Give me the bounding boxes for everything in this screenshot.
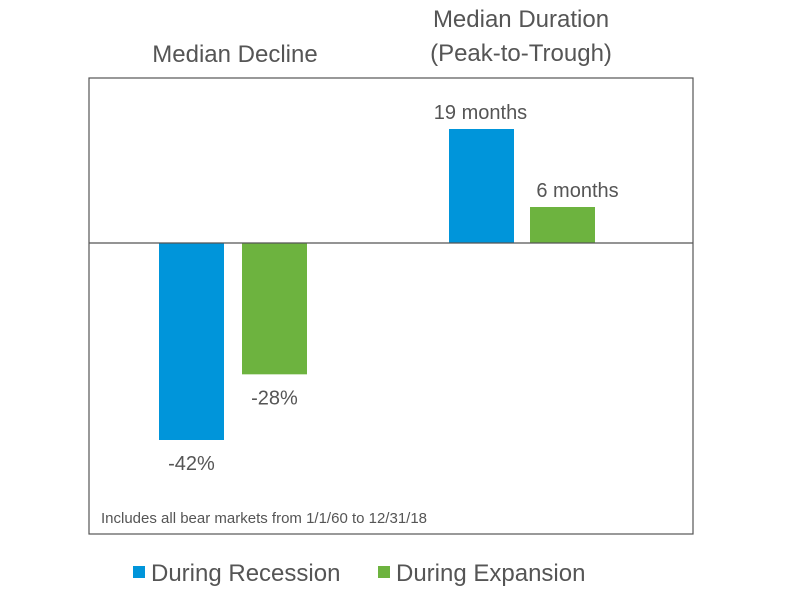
bar-duration-recession xyxy=(449,129,514,243)
data-label-duration-recession: 19 months xyxy=(434,102,527,124)
legend-label-expansion: During Expansion xyxy=(396,560,585,587)
legend-label-recession: During Recession xyxy=(151,560,340,587)
data-label-duration-expansion: 6 months xyxy=(536,180,618,202)
legend-swatch-recession xyxy=(133,566,145,578)
plot-frame xyxy=(88,77,694,535)
data-label-decline-expansion: -28% xyxy=(251,387,298,409)
bar-decline-expansion xyxy=(242,243,307,375)
legend-swatch-expansion xyxy=(378,566,390,578)
group-title-duration-line1: Median Duration xyxy=(433,6,609,33)
bar-duration-expansion xyxy=(530,207,595,243)
group-title-duration-line2: (Peak-to-Trough) xyxy=(430,40,612,67)
chart-footnote: Includes all bear markets from 1/1/60 to… xyxy=(101,510,427,527)
data-label-decline-recession: -42% xyxy=(168,453,215,475)
group-title-decline: Median Decline xyxy=(152,41,317,68)
bar-decline-recession xyxy=(159,243,224,440)
